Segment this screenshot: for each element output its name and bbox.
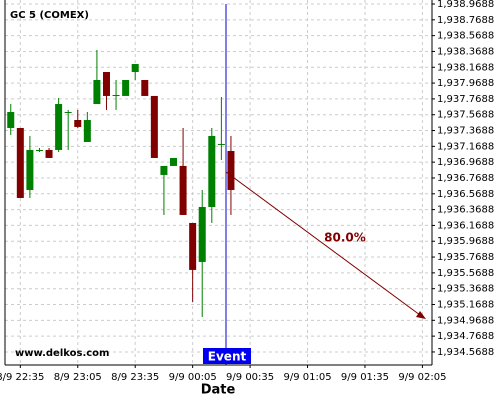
x-tick-label: 9/9 01:05 — [283, 372, 331, 383]
y-tick-label: 1,938.9688 — [437, 0, 494, 10]
candle-body — [7, 112, 15, 128]
y-tick-label: 1,935.9688 — [437, 236, 494, 247]
x-tick-label: 9/9 01:35 — [341, 372, 389, 383]
y-tick-label: 1,935.1688 — [437, 300, 494, 311]
y-tick-label: 1,934.7688 — [437, 331, 494, 342]
x-tick-label: 8/9 22:35 — [0, 372, 44, 383]
y-tick-label: 1,936.5688 — [437, 189, 494, 200]
candle-body — [131, 64, 139, 72]
event-label: Event — [208, 350, 247, 364]
x-tick-label: 9/9 00:35 — [226, 372, 274, 383]
y-tick-label: 1,937.3688 — [437, 126, 494, 137]
y-tick-label: 1,934.5688 — [437, 347, 494, 358]
candles — [7, 50, 235, 317]
x-tick-label: 9/9 02:05 — [398, 372, 446, 383]
candle-body — [170, 157, 178, 166]
forecast-arrow — [225, 171, 425, 319]
y-tick-label: 1,937.9688 — [437, 78, 494, 89]
candle-body — [45, 149, 53, 158]
candle-body — [141, 79, 149, 96]
candle-body — [93, 79, 101, 105]
y-tick-label: 1,938.1688 — [437, 62, 494, 73]
y-tick-label: 1,937.1688 — [437, 141, 494, 152]
y-tick-label: 1,937.5688 — [437, 110, 494, 121]
candle-body — [179, 165, 187, 215]
y-tick-label: 1,936.1688 — [437, 220, 494, 231]
y-tick-label: 1,935.5688 — [437, 268, 494, 279]
x-tick-label: 9/9 00:05 — [169, 372, 217, 383]
candle-body — [16, 127, 24, 198]
candle-body — [35, 149, 43, 151]
x-axis-title: Date — [201, 383, 236, 398]
candle-body — [198, 206, 206, 262]
candle-body — [102, 71, 110, 96]
y-tick-label: 1,936.9688 — [437, 157, 494, 168]
candle-body — [227, 150, 235, 190]
watermark: www.delkos.com — [15, 348, 109, 359]
candle-body — [83, 119, 91, 142]
y-tick-label: 1,938.5688 — [437, 31, 494, 42]
y-tick-label: 1,936.7688 — [437, 173, 494, 184]
candle-body — [55, 104, 63, 150]
candle-body — [150, 95, 158, 158]
y-tick-label: 1,934.9688 — [437, 315, 494, 326]
y-tick-label: 1,935.7688 — [437, 252, 494, 263]
annotation: 80.0% — [324, 231, 366, 245]
candle-body — [26, 149, 34, 190]
x-tick-label: 8/9 23:35 — [111, 372, 159, 383]
grid — [5, 0, 432, 365]
candle-body — [217, 143, 225, 145]
y-tick-label: 1,937.7688 — [437, 94, 494, 105]
candle-body — [160, 165, 168, 175]
event-box — [203, 348, 251, 364]
y-tick-label: 1,938.3688 — [437, 46, 494, 57]
x-tick-label: 8/9 23:05 — [54, 372, 102, 383]
candle-body — [112, 95, 120, 97]
y-tick-label: 1,935.3688 — [437, 284, 494, 295]
candle-body — [208, 135, 216, 207]
candle-body — [74, 119, 82, 127]
chart-title: GC 5 (COMEX) — [10, 10, 89, 21]
arrow-head — [416, 311, 426, 319]
y-tick-label: 1,938.7688 — [437, 15, 494, 26]
y-tick-label: 1,936.3688 — [437, 205, 494, 216]
candle-body — [122, 79, 130, 96]
candle-body — [64, 112, 72, 114]
candle-body — [189, 222, 197, 270]
